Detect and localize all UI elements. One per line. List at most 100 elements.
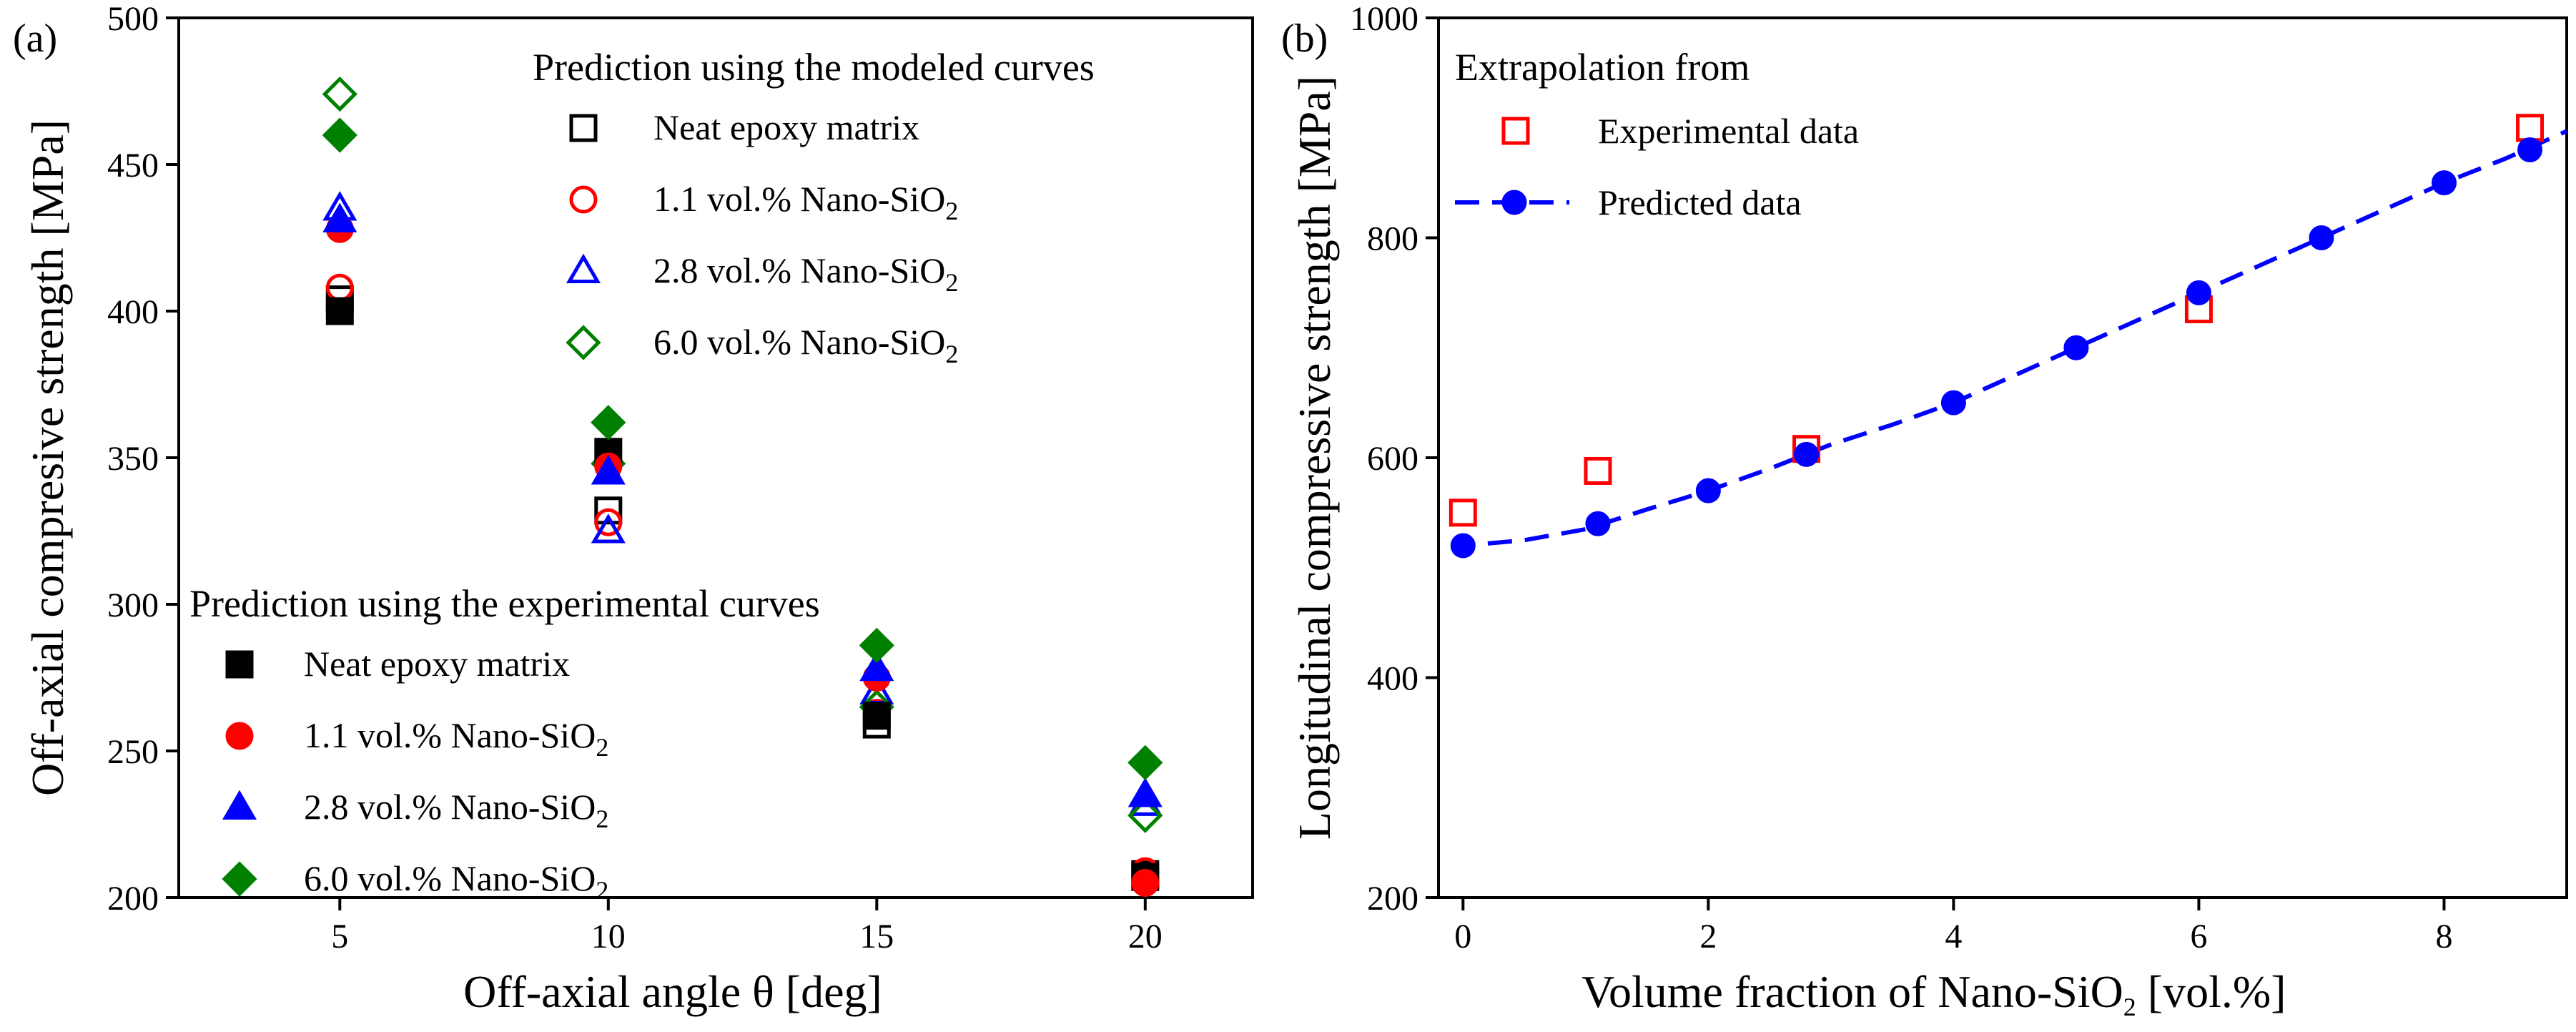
label-main: 6.0 vol.% Nano-SiO [304, 858, 596, 898]
data-point-square-filled [862, 702, 891, 730]
predicted-point [2186, 280, 2211, 305]
legend-label: Predicted data [1598, 182, 1802, 222]
y-tick-label: 250 [107, 733, 159, 771]
chart-b: 200 400 600 800 1000 0 2 4 6 8 Volume fraction of … [1289, 0, 2568, 1021]
label-main: 2.8 vol.% Nano-SiO [653, 250, 945, 290]
legend-marker [569, 114, 598, 142]
legend-label: 1.1 vol.% Nano-SiO2 [653, 179, 958, 225]
predicted-point [1450, 533, 1476, 559]
predicted-point [1794, 441, 1820, 467]
legend-marker [222, 790, 257, 820]
data-point-diamond-open [322, 76, 357, 112]
label-main: Volume fraction of Nano-SiO [1581, 966, 2123, 1017]
y-tick-label: 200 [1367, 880, 1418, 918]
data-point-diamond-filled [591, 405, 626, 441]
legend-label: Neat epoxy matrix [304, 644, 570, 684]
legend-title: Extrapolation from [1455, 46, 1750, 89]
legend-title: Prediction using the experimental curves [189, 582, 820, 625]
chart-a: 200 250 300 350 400 450 500 5 10 15 20 Off-axial an… [22, 0, 1254, 1017]
x-tick-label: 4 [1945, 918, 1962, 955]
x-tick-label: 15 [859, 918, 894, 955]
x-tick-label: 20 [1128, 918, 1163, 955]
legend-marker [225, 650, 254, 679]
predicted-point [1695, 478, 1721, 503]
label-main: 1.1 vol.% Nano-SiO [304, 715, 596, 755]
data-point-triangle-filled [322, 202, 357, 232]
x-tick-label: 2 [1699, 918, 1717, 955]
legend-marker [566, 325, 601, 360]
label-main: Neat epoxy matrix [304, 644, 570, 684]
data-point-triangle-filled [1127, 777, 1163, 807]
y-tick-label: 500 [107, 0, 159, 38]
predicted-dashed-curve [1450, 129, 2568, 549]
y-tick-label: 300 [107, 586, 159, 624]
y-tick-label: 800 [1367, 220, 1418, 258]
y-tick-label: 400 [107, 293, 159, 331]
y-tick-label: 350 [107, 440, 159, 478]
panel-label-b: (b) [1281, 16, 1328, 61]
legend-experimental: Prediction using the experimental curves… [189, 582, 820, 905]
data-point-triangle-filled [859, 651, 894, 682]
label-tail: [vol.%] [2136, 966, 2286, 1017]
label-subscript: 2 [596, 733, 608, 762]
label-main: 2.8 vol.% Nano-SiO [304, 787, 596, 827]
x-tick-label: 6 [2190, 918, 2207, 955]
x-tick-label: 5 [331, 918, 348, 955]
label-subscript: 2 [2123, 993, 2136, 1021]
y-tick-label: 400 [1367, 660, 1418, 698]
legend-title: Prediction using the modeled curves [533, 46, 1095, 89]
y-tick-label: 600 [1367, 440, 1418, 478]
label-subscript: 2 [945, 340, 958, 368]
data-point-diamond-filled [1127, 744, 1163, 781]
y-tick-label: 450 [107, 147, 159, 185]
y-axis-label: Off-axial compresive strength [MPa] [22, 119, 73, 796]
predicted-point [2309, 225, 2334, 250]
predicted-point [2063, 335, 2089, 360]
data-point-triangle-filled [591, 455, 626, 485]
predicted-point [2431, 170, 2457, 196]
legend-label: 2.8 vol.% Nano-SiO2 [653, 250, 958, 297]
legend-b: Extrapolation from Experimental data Predi… [1455, 46, 1859, 222]
y-tick-label: 1000 [1350, 0, 1418, 38]
legend-marker-predicted [1501, 190, 1527, 215]
predicted-point [1940, 390, 1966, 416]
legend-label: 6.0 vol.% Nano-SiO2 [304, 858, 608, 905]
predicted-point [2517, 137, 2543, 162]
x-tick-label: 0 [1454, 918, 1471, 955]
data-point-diamond-open [1127, 797, 1163, 833]
y-tick-label: 200 [107, 880, 159, 918]
data-point-square-filled [325, 297, 354, 325]
legend-modeled: Prediction using the modeled curves Neat … [533, 46, 1095, 368]
experimental-point [1449, 498, 1477, 527]
x-axis-label: Off-axial angle θ [deg] [463, 966, 882, 1017]
data-point-diamond-filled [322, 117, 357, 153]
legend-label: 6.0 vol.% Nano-SiO2 [653, 322, 958, 368]
label-main: Neat epoxy matrix [653, 107, 919, 147]
x-tick-label: 8 [2435, 918, 2452, 955]
label-subscript: 2 [945, 268, 958, 297]
data-point-circle-filled [1131, 869, 1160, 897]
legend-marker-experimental [1501, 117, 1530, 145]
data-point-diamond-filled [859, 627, 894, 664]
x-tick-label: 10 [591, 918, 626, 955]
legend-label: 2.8 vol.% Nano-SiO2 [304, 787, 608, 833]
predicted-point [1585, 511, 1611, 536]
label-subscript: 2 [596, 805, 608, 833]
label-subscript: 2 [945, 197, 958, 225]
legend-marker [566, 253, 601, 284]
legend-label: 1.1 vol.% Nano-SiO2 [304, 715, 608, 762]
legend-marker [569, 185, 598, 214]
legend-marker [222, 861, 257, 897]
panel-label-a: (a) [13, 16, 57, 61]
data-point-square-open [594, 496, 623, 525]
experimental-point [1584, 456, 1612, 485]
legend-marker [225, 722, 254, 750]
legend-label: Neat epoxy matrix [653, 107, 919, 147]
x-axis-label: Volume fraction of Nano-SiO2 [vol.%] [1581, 966, 2286, 1021]
y-axis-label: Longitudinal compressive strength [MPa] [1289, 76, 1340, 840]
label-main: 6.0 vol.% Nano-SiO [653, 322, 945, 362]
label-main: 1.1 vol.% Nano-SiO [653, 179, 945, 219]
experimental-point [2516, 114, 2545, 142]
data-point-circle-open [594, 508, 623, 536]
